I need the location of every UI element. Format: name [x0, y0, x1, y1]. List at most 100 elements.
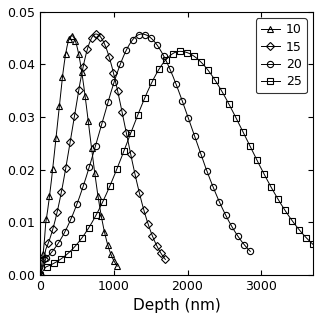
15	[159, 252, 163, 255]
25	[52, 261, 56, 265]
15	[133, 172, 137, 176]
25	[73, 245, 77, 249]
Line: 25: 25	[37, 48, 316, 278]
25	[80, 236, 84, 240]
20	[242, 243, 246, 246]
10	[109, 252, 113, 256]
10	[51, 167, 55, 171]
25	[157, 68, 161, 71]
10	[96, 194, 100, 198]
20	[137, 33, 141, 36]
10	[54, 136, 58, 140]
20	[69, 218, 73, 221]
20	[248, 250, 252, 253]
20	[87, 165, 91, 169]
10	[90, 146, 93, 149]
25	[122, 149, 126, 153]
15	[103, 43, 107, 46]
20	[56, 241, 60, 245]
20	[187, 116, 190, 120]
20	[93, 144, 97, 148]
25	[269, 185, 273, 189]
25	[276, 197, 280, 201]
15	[129, 152, 132, 156]
25	[129, 131, 133, 135]
20	[131, 38, 135, 42]
10	[41, 252, 45, 256]
25	[101, 200, 105, 204]
25	[178, 49, 182, 53]
20	[199, 152, 203, 156]
15	[164, 258, 167, 261]
20	[75, 202, 79, 206]
15	[138, 191, 141, 195]
25	[206, 68, 210, 72]
15	[38, 273, 42, 276]
15	[94, 32, 98, 36]
25	[220, 90, 224, 93]
20	[162, 54, 165, 58]
20	[156, 44, 159, 47]
20	[230, 224, 234, 228]
15	[60, 190, 63, 194]
25	[108, 184, 112, 188]
25	[143, 96, 147, 100]
15	[51, 227, 55, 231]
15	[81, 65, 85, 69]
15	[55, 210, 59, 214]
20	[193, 134, 196, 138]
25	[297, 228, 301, 231]
25	[164, 58, 168, 61]
10	[64, 52, 68, 56]
25	[94, 213, 98, 217]
10	[48, 194, 52, 198]
25	[59, 257, 63, 261]
20	[224, 213, 228, 217]
10	[77, 52, 81, 55]
10	[86, 119, 90, 123]
20	[106, 100, 110, 104]
20	[38, 273, 42, 276]
15	[99, 35, 102, 39]
10	[83, 94, 87, 98]
20	[81, 185, 85, 188]
20	[100, 122, 104, 126]
10	[116, 264, 119, 268]
25	[241, 130, 245, 134]
25	[304, 236, 308, 239]
15	[146, 222, 150, 226]
15	[107, 55, 111, 59]
15	[124, 131, 128, 135]
10	[112, 259, 116, 263]
10	[70, 34, 74, 38]
Line: 10: 10	[37, 33, 120, 278]
15	[90, 36, 94, 40]
15	[116, 90, 120, 93]
20	[50, 250, 54, 253]
15	[111, 71, 115, 75]
15	[77, 88, 81, 92]
Legend: 10, 15, 20, 25: 10, 15, 20, 25	[256, 18, 307, 93]
20	[63, 230, 67, 234]
15	[64, 166, 68, 170]
25	[262, 172, 266, 176]
25	[115, 167, 119, 171]
10	[106, 243, 109, 246]
25	[171, 52, 175, 55]
15	[120, 110, 124, 114]
20	[174, 82, 178, 86]
20	[143, 33, 147, 36]
15	[42, 257, 46, 260]
20	[180, 99, 184, 103]
20	[112, 80, 116, 84]
15	[155, 244, 159, 248]
25	[192, 54, 196, 58]
25	[255, 158, 259, 162]
25	[290, 219, 294, 222]
25	[38, 273, 42, 276]
20	[118, 62, 122, 66]
20	[205, 169, 209, 173]
25	[283, 208, 287, 212]
20	[149, 36, 153, 40]
25	[227, 102, 231, 106]
